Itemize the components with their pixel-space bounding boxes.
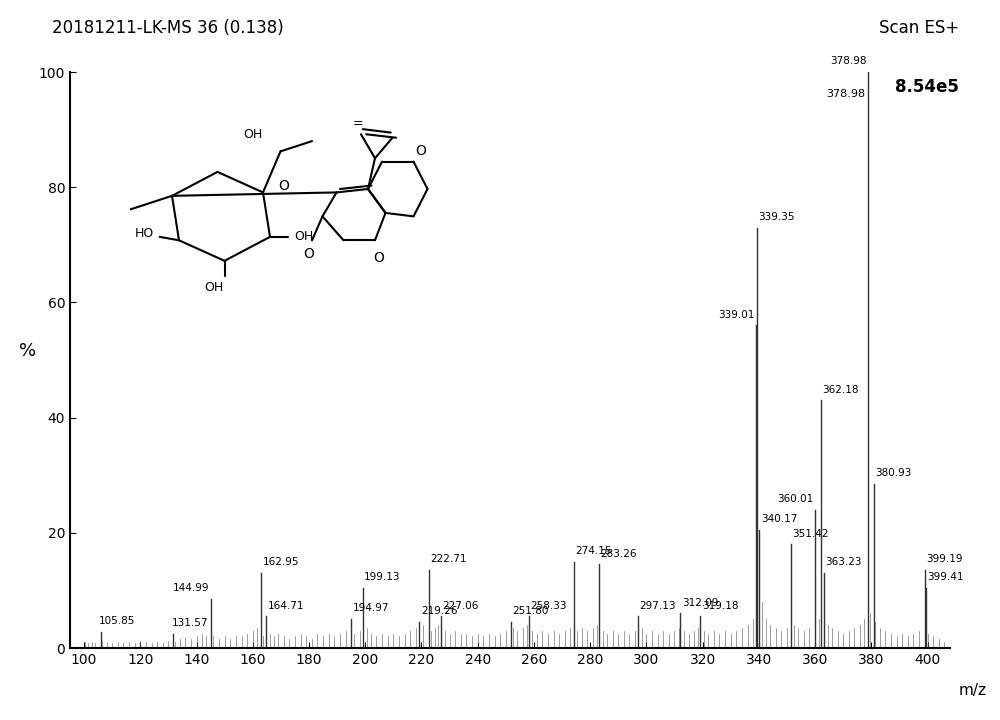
Text: Scan ES+: Scan ES+ <box>879 19 959 37</box>
Text: 283.26: 283.26 <box>601 549 637 559</box>
Text: 378.98: 378.98 <box>831 56 867 66</box>
Y-axis label: %: % <box>19 342 36 360</box>
Text: 227.06: 227.06 <box>443 600 479 611</box>
Text: OH: OH <box>244 128 263 141</box>
Text: 339.01: 339.01 <box>718 310 755 320</box>
Text: 378.98: 378.98 <box>826 89 866 99</box>
Text: HO: HO <box>135 227 154 240</box>
Text: 194.97: 194.97 <box>352 603 389 613</box>
Text: 199.13: 199.13 <box>364 572 401 582</box>
Text: 274.15: 274.15 <box>575 546 612 556</box>
Text: 363.23: 363.23 <box>826 557 862 567</box>
Text: 258.33: 258.33 <box>531 600 567 611</box>
Text: 8.54e5: 8.54e5 <box>895 78 959 96</box>
Text: 222.71: 222.71 <box>430 554 467 564</box>
Text: 20181211-LK-MS 36 (0.138): 20181211-LK-MS 36 (0.138) <box>52 19 284 37</box>
Text: 131.57: 131.57 <box>171 618 208 628</box>
Text: 219.26: 219.26 <box>421 606 457 616</box>
Text: O: O <box>303 247 314 261</box>
Text: 162.95: 162.95 <box>262 557 299 567</box>
Text: O: O <box>373 251 384 264</box>
Text: 351.42: 351.42 <box>792 528 829 539</box>
Text: =: = <box>352 117 363 130</box>
Text: 251.80: 251.80 <box>512 606 549 616</box>
Text: O: O <box>279 179 289 192</box>
Text: OH: OH <box>294 230 314 243</box>
Text: 339.35: 339.35 <box>758 212 795 222</box>
Text: O: O <box>415 144 426 158</box>
Text: 360.01: 360.01 <box>777 494 814 504</box>
Text: 312.09: 312.09 <box>682 598 718 608</box>
Text: m/z: m/z <box>959 683 987 698</box>
Text: 144.99: 144.99 <box>173 583 209 593</box>
Text: 319.18: 319.18 <box>702 600 738 611</box>
Text: 399.41: 399.41 <box>927 572 964 582</box>
Text: 297.13: 297.13 <box>640 600 676 611</box>
Text: OH: OH <box>204 282 224 294</box>
Text: 362.18: 362.18 <box>823 384 859 395</box>
Text: 164.71: 164.71 <box>267 600 304 611</box>
Text: 380.93: 380.93 <box>875 468 912 478</box>
Text: 399.19: 399.19 <box>927 554 963 564</box>
Text: 340.17: 340.17 <box>761 514 797 524</box>
Text: 105.85: 105.85 <box>99 616 135 626</box>
